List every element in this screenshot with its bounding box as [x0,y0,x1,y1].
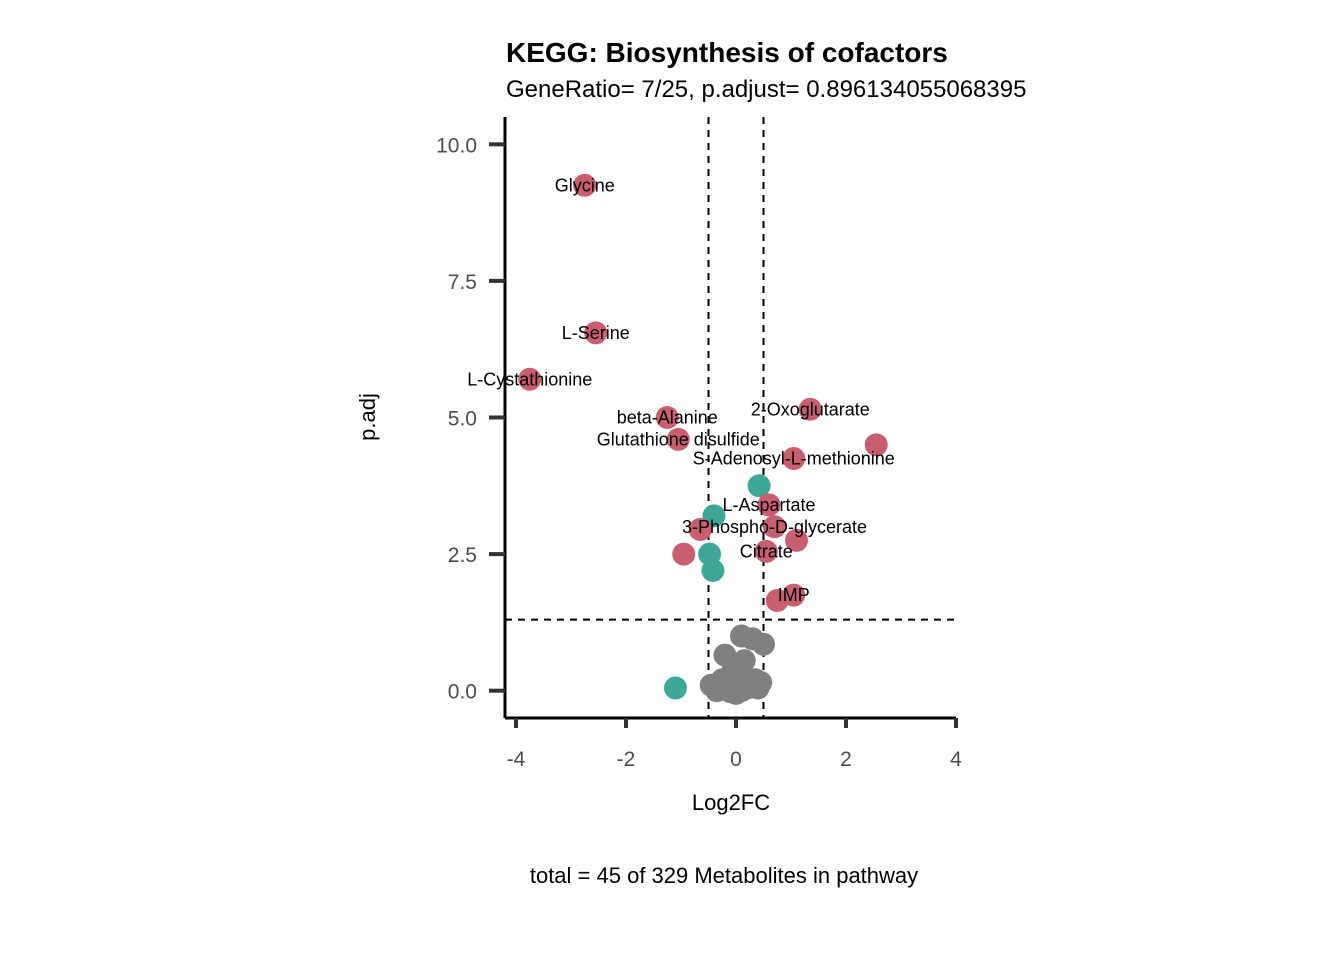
point-up-12 [754,539,778,563]
point-ns-18 [705,679,729,703]
point-up-9 [763,515,786,539]
point-up-6 [864,433,888,457]
y-tick-label-0: 0.0 [448,681,477,704]
data-points [518,173,888,705]
x-tick-label-3: 2 [840,748,852,771]
x-axis-title: Log2FC [692,790,770,815]
x-tick-label-4: 4 [950,748,962,771]
point-down-3 [701,558,725,582]
point-up-10 [688,518,712,542]
point-label-8: 3-Phospho-D-glycerate [682,517,867,537]
y-tick-label-2: 5.0 [448,408,477,431]
point-label-6: S-Adenosyl-L-methionine [693,448,895,468]
y-tick-label-4: 10.0 [436,134,477,157]
point-label-0: Glycine [555,175,615,195]
chart-title: KEGG: Biosynthesis of cofactors [506,37,948,68]
threshold-lines [505,117,956,718]
point-up-11 [785,528,808,552]
point-down-0 [747,474,771,498]
y-axis-title: p.adj [355,393,380,441]
x-tick-label-0: -4 [507,748,526,771]
point-label-10: IMP [778,585,810,605]
point-up-2 [518,367,542,391]
point-labels: Glycine L-Serine L-Cystathionine beta-Alani… [467,175,895,605]
point-ns-22 [721,662,745,686]
point-label-5: Glutathione disulfide [597,429,760,449]
point-label-7: L-Aspartate [722,495,815,515]
point-ns-2 [752,632,775,656]
point-up-8 [757,493,781,517]
point-up-5 [798,397,822,421]
point-up-4 [666,427,690,451]
point-label-3: beta-Alanine [617,408,718,428]
chart-caption: total = 45 of 329 Metabolites in pathway [530,863,918,888]
chart-subtitle: GeneRatio= 7/25, p.adjust= 0.89613405506… [506,76,1026,103]
point-ns-23 [746,676,770,700]
x-tick-label-1: -2 [617,748,636,771]
point-label-1: L-Serine [562,323,630,343]
point-down-4 [664,676,687,700]
axes: -4 -2 0 2 4 0.0 2.5 5.0 7.5 10.0 [436,117,962,771]
point-up-13 [672,542,696,566]
point-label-2: L-Cystathionine [467,369,592,389]
x-tick-label-2: 0 [730,748,742,771]
point-label-9: Citrate [740,541,793,561]
point-up-0 [573,173,597,197]
point-up-1 [584,321,608,345]
point-label-4: 2-Oxoglutarate [751,399,870,419]
y-tick-label-3: 7.5 [448,271,477,294]
y-tick-label-1: 2.5 [448,544,477,567]
point-up-15 [765,589,789,613]
point-up-7 [782,446,806,470]
point-up-3 [655,406,679,429]
